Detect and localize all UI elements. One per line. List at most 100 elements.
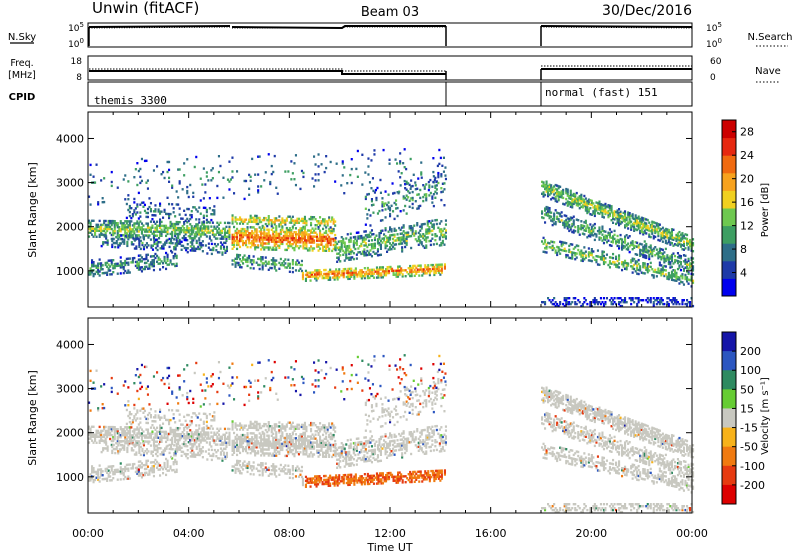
power-cell: [123, 178, 125, 180]
power-cell: [397, 215, 399, 217]
power-cell: [284, 258, 286, 260]
power-cell: [435, 181, 437, 183]
power-cell: [688, 283, 690, 285]
power-cell: [394, 218, 396, 220]
power-cell: [153, 269, 155, 271]
power-cell: [206, 235, 208, 237]
power-cell: [629, 212, 631, 214]
y-tick-label: 4000: [56, 132, 84, 145]
power-cell: [187, 251, 189, 253]
velocity-cell: [111, 479, 113, 481]
power-cell: [154, 208, 156, 210]
power-cell: [135, 245, 137, 247]
power-cell: [367, 157, 369, 159]
power-cell: [434, 197, 436, 199]
nave-top-tick: 60: [710, 57, 722, 67]
power-cell: [275, 187, 277, 189]
velocity-ylabel: Slant Range [km]: [26, 370, 39, 466]
power-colorbar-label: Power [dB]: [760, 183, 771, 238]
power-cell: [421, 274, 423, 276]
power-cell: [397, 233, 399, 235]
power-cell: [372, 212, 374, 214]
power-cell: [206, 175, 208, 177]
power-cell: [129, 205, 131, 207]
power-cell: [589, 207, 591, 209]
power-cell: [123, 239, 125, 241]
power-cell: [638, 263, 640, 265]
power-cell: [147, 216, 149, 218]
power-cell: [416, 188, 418, 190]
power-cell: [541, 240, 543, 242]
power-cell: [406, 212, 408, 214]
power-cell: [567, 254, 569, 256]
power-cell: [629, 235, 631, 237]
power-cell: [157, 249, 159, 251]
power-cell: [239, 246, 241, 248]
power-cell: [93, 220, 95, 222]
velocity-cell: [167, 460, 169, 462]
power-cell: [280, 258, 282, 260]
power-cell: [402, 162, 404, 164]
power-cell: [325, 230, 327, 232]
power-cell: [436, 219, 438, 221]
power-cell: [159, 268, 161, 270]
power-cell: [650, 266, 652, 268]
power-cell: [436, 192, 438, 194]
power-cell: [325, 155, 327, 157]
power-cell: [265, 171, 267, 173]
power-cell: [195, 156, 197, 158]
power-cell: [351, 158, 353, 160]
power-cell: [112, 259, 114, 261]
power-cell: [111, 273, 113, 275]
power-cell: [686, 276, 688, 278]
power-cell: [278, 268, 280, 270]
power-cell: [162, 217, 164, 219]
power-cell: [674, 255, 676, 257]
power-cell: [604, 203, 606, 205]
power-cell: [179, 168, 181, 170]
power-cell: [265, 260, 267, 262]
power-cell: [176, 255, 178, 257]
power-cell: [226, 246, 228, 248]
power-cell: [295, 154, 297, 156]
power-cell: [410, 247, 412, 249]
power-cell: [102, 197, 104, 199]
power-cell: [647, 263, 649, 265]
power-cell: [543, 237, 545, 239]
power-cell: [546, 181, 548, 183]
power-cell: [546, 251, 548, 253]
power-cell: [148, 197, 150, 199]
power-cell: [99, 258, 101, 260]
power-cell: [132, 237, 134, 239]
power-cell: [200, 213, 202, 215]
power-cell: [683, 270, 685, 272]
power-cell: [293, 162, 295, 164]
power-cell: [215, 249, 217, 251]
power-cell: [114, 246, 116, 248]
power-cell: [205, 244, 207, 246]
power-cell: [213, 209, 215, 211]
power-cell: [425, 244, 427, 246]
power-cell: [404, 205, 406, 207]
power-cell: [147, 236, 149, 238]
power-cell: [93, 261, 95, 263]
power-cell: [443, 182, 445, 184]
power-cell: [684, 274, 686, 276]
velocity-cell: [105, 426, 107, 428]
power-cell: [382, 266, 384, 268]
power-cell: [236, 248, 238, 250]
power-cell: [111, 171, 113, 173]
power-cell: [420, 171, 422, 173]
power-cell: [160, 241, 162, 243]
colorbar-tick-label: 24: [740, 149, 754, 162]
power-cell: [222, 177, 224, 179]
power-cell: [126, 241, 128, 243]
power-cell: [400, 184, 402, 186]
power-cell: [278, 262, 280, 264]
power-cell: [579, 234, 581, 236]
power-cell: [543, 191, 545, 193]
power-cell: [302, 172, 304, 174]
power-cell: [275, 259, 277, 261]
power-cell: [212, 222, 214, 224]
power-cell: [568, 249, 570, 251]
